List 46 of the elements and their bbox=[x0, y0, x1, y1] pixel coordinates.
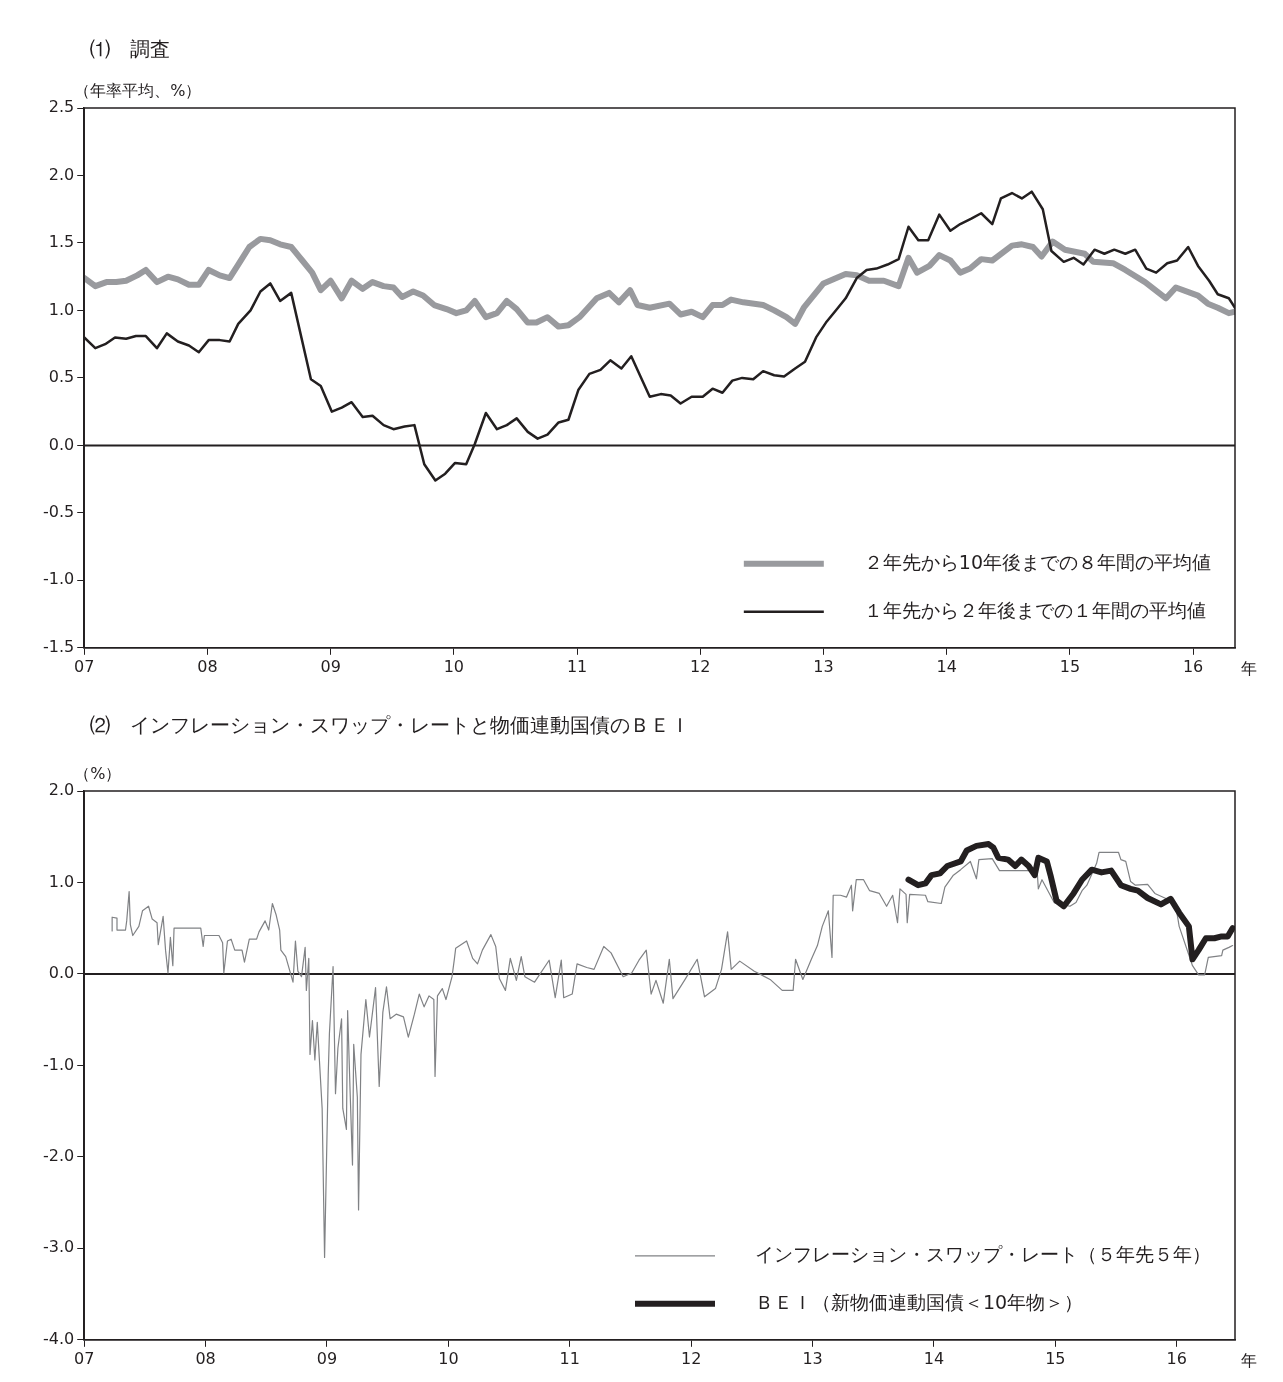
y-tick-label: -2.0 bbox=[43, 1146, 75, 1166]
x-tick-label: 10 bbox=[438, 1348, 459, 1368]
legend-label: ２年先から10年後までの８年間の平均値 bbox=[863, 550, 1212, 573]
x-tick-label: 14 bbox=[936, 656, 957, 676]
x-tick-label: 09 bbox=[320, 656, 341, 676]
y-tick-label: 1.0 bbox=[48, 299, 75, 319]
y-tick-label: 0.5 bbox=[48, 367, 75, 387]
x-tick-label: 07 bbox=[74, 656, 95, 676]
x-axis-title: 年 bbox=[1241, 1350, 1257, 1370]
y-tick-label: -1.0 bbox=[43, 569, 75, 589]
x-tick-label: 10 bbox=[443, 656, 465, 676]
y-tick-label: -3.0 bbox=[43, 1237, 75, 1257]
x-tick-label: 09 bbox=[316, 1348, 338, 1368]
x-tick-label: 08 bbox=[197, 656, 218, 676]
x-tick-label: 07 bbox=[74, 1348, 95, 1368]
x-tick-label: 13 bbox=[813, 656, 834, 676]
x-tick-label: 15 bbox=[1059, 656, 1081, 676]
chart-title: ⑴ 調査 bbox=[90, 36, 170, 63]
y-axis-title: （%） bbox=[74, 764, 122, 784]
chart-title: ⑵ インフレーション・スワップ・レートと物価連動国債のＢＥＩ bbox=[90, 712, 690, 739]
x-tick-label: 12 bbox=[680, 1348, 702, 1368]
y-tick-label: 0.0 bbox=[48, 434, 75, 454]
x-tick-label: 14 bbox=[923, 1348, 945, 1368]
y-tick-label: 2.0 bbox=[48, 164, 75, 184]
x-tick-label: 15 bbox=[1045, 1348, 1066, 1368]
legend-label: ＢＥＩ（新物価連動国債＜10年物＞） bbox=[755, 1290, 1084, 1313]
y-tick-label: 1.0 bbox=[48, 871, 75, 891]
y-tick-label: 2.5 bbox=[48, 97, 75, 117]
y-tick-label: -1.5 bbox=[43, 636, 75, 656]
y-tick-label: 2.0 bbox=[48, 780, 75, 800]
y-tick-label: -4.0 bbox=[43, 1328, 75, 1348]
x-tick-label: 12 bbox=[690, 656, 711, 676]
x-tick-label: 08 bbox=[195, 1348, 216, 1368]
y-tick-label: -1.0 bbox=[43, 1054, 75, 1074]
x-tick-label: 16 bbox=[1182, 656, 1204, 676]
x-axis-title: 年 bbox=[1241, 658, 1257, 678]
y-tick-label: 0.0 bbox=[48, 963, 75, 983]
x-tick-label: 11 bbox=[566, 656, 588, 676]
legend-label: １年先から２年後までの１年間の平均値 bbox=[863, 598, 1206, 621]
x-tick-label: 13 bbox=[802, 1348, 823, 1368]
x-tick-label: 11 bbox=[559, 1348, 580, 1368]
y-tick-label: -0.5 bbox=[43, 502, 75, 522]
x-tick-label: 16 bbox=[1166, 1348, 1187, 1368]
legend-label: インフレーション・スワップ・レート（５年先５年） bbox=[755, 1242, 1211, 1265]
y-axis-title: （年率平均、%） bbox=[74, 81, 202, 101]
y-tick-label: 1.5 bbox=[48, 232, 75, 252]
